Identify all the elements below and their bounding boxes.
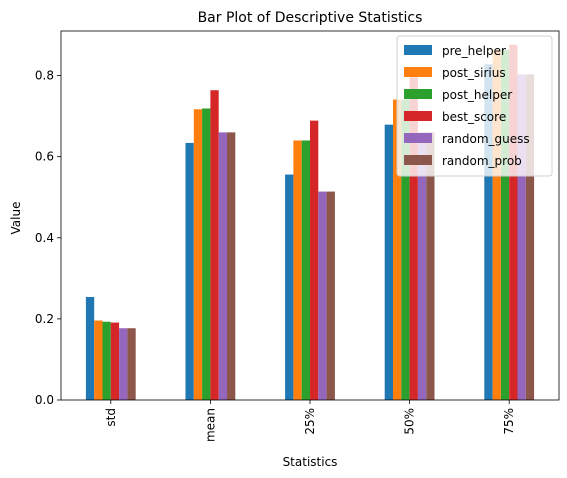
bar-pre_helper-2 xyxy=(285,174,294,400)
plot-area: 0.0 0.2 0.4 0.6 0.8 std mean 25% 50% 75% xyxy=(35,30,560,442)
bar-random_guess-1 xyxy=(218,132,227,400)
bar-post_sirius-0 xyxy=(94,320,103,400)
legend-label-post_helper: post_helper xyxy=(442,88,512,102)
x-tick-label: std xyxy=(104,408,118,427)
bar-best_score-3 xyxy=(409,77,418,400)
bar-pre_helper-1 xyxy=(185,142,194,401)
bar-pre_helper-0 xyxy=(85,297,95,400)
y-tick-label: 0.4 xyxy=(35,231,54,245)
x-tick-label: 50% xyxy=(403,408,417,435)
bar-random_guess-3 xyxy=(417,132,427,400)
bar-best_score-4 xyxy=(509,44,518,400)
legend-label-random_prob: random_prob xyxy=(442,154,522,168)
bar-post_helper-3 xyxy=(401,99,410,400)
x-axis-label: Statistics xyxy=(283,455,338,469)
x-tick-label: 25% xyxy=(303,408,317,435)
bar-random_prob-4 xyxy=(525,74,535,400)
y-tick-label: 0.0 xyxy=(35,393,54,407)
bar-best_score-0 xyxy=(110,322,120,400)
x-tick-label: 75% xyxy=(502,408,516,435)
legend-label-pre_helper: pre_helper xyxy=(442,44,506,58)
bar-random_guess-4 xyxy=(517,74,526,400)
legend: pre_helper post_sirius post_helper best_sco… xyxy=(396,35,553,177)
bar-post_sirius-3 xyxy=(393,99,402,400)
bar-post_sirius-4 xyxy=(492,49,501,401)
bar-random_prob-3 xyxy=(426,132,435,400)
bar-best_score-2 xyxy=(310,120,319,401)
legend-swatch-best_score xyxy=(404,111,432,121)
y-tick-label: 0.8 xyxy=(35,69,54,83)
legend-swatch-pre_helper xyxy=(404,45,432,55)
legend-label-best_score: best_score xyxy=(442,110,506,124)
y-tick-label: 0.6 xyxy=(35,150,54,164)
legend-label-random_guess: random_guess xyxy=(442,132,530,146)
bar-post_helper-2 xyxy=(301,140,310,401)
legend-swatch-post_helper xyxy=(404,89,432,99)
bar-random_prob-2 xyxy=(326,191,335,400)
bar-post_sirius-2 xyxy=(293,140,302,401)
bar-pre_helper-3 xyxy=(384,124,393,401)
bar-random_guess-2 xyxy=(318,191,327,400)
legend-swatch-random_guess xyxy=(404,133,432,143)
bar-random_prob-0 xyxy=(127,328,136,400)
bar-post_helper-0 xyxy=(102,321,111,400)
legend-swatch-random_prob xyxy=(404,155,432,165)
bar-post_helper-1 xyxy=(202,108,211,400)
bar-post_sirius-1 xyxy=(193,109,203,400)
legend-box xyxy=(396,35,553,177)
legend-swatch-post_sirius xyxy=(404,67,432,77)
bar-random_prob-1 xyxy=(227,132,236,400)
bar-pre_helper-4 xyxy=(484,64,493,400)
bar-post_helper-4 xyxy=(500,49,510,401)
x-tick-label: mean xyxy=(203,408,217,442)
bar-random_guess-0 xyxy=(119,328,128,400)
bar-best_score-1 xyxy=(210,90,219,400)
chart-title: Bar Plot of Descriptive Statistics xyxy=(198,10,423,26)
y-tick-label: 0.2 xyxy=(35,312,54,326)
legend-label-post_sirius: post_sirius xyxy=(442,66,506,80)
y-axis-label: Value xyxy=(9,202,23,235)
